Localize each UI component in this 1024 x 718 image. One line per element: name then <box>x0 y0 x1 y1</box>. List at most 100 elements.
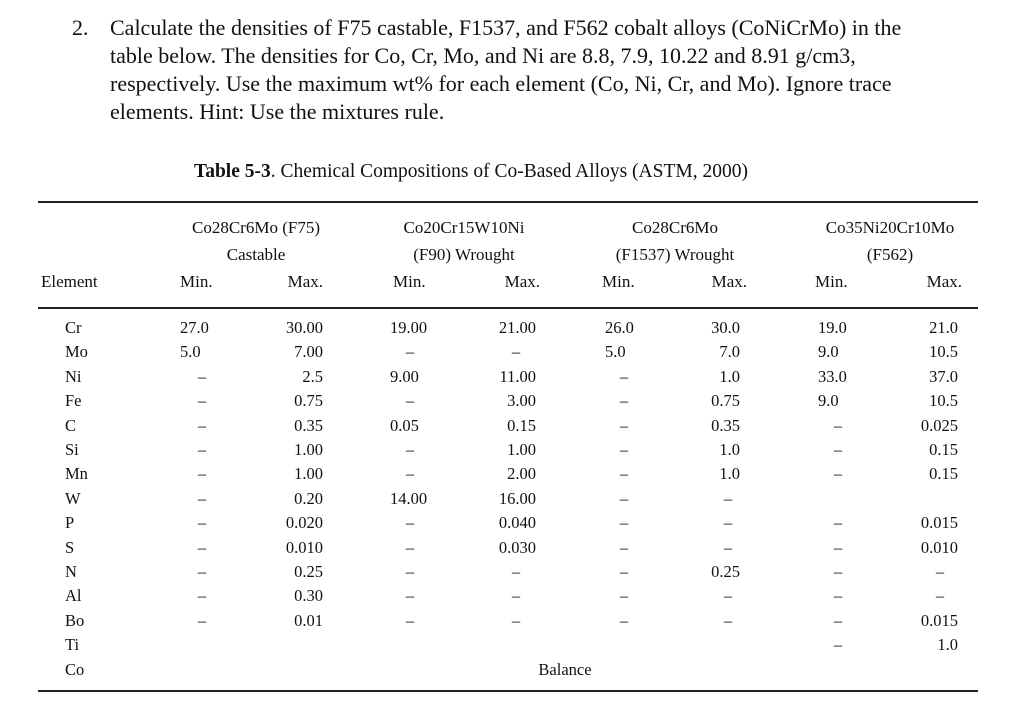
table-cell: – <box>619 440 629 459</box>
table-cell: – <box>833 537 843 557</box>
alloy-group-header: Co20Cr15W10Ni <box>403 218 525 237</box>
table-cell: 27.0 <box>180 318 209 337</box>
table-cell: – <box>197 440 207 459</box>
table-cell: – <box>405 440 415 459</box>
table-cell: – <box>405 464 415 484</box>
table-cell: 0.20 <box>294 488 323 508</box>
table-cell: 30.00 <box>285 318 323 337</box>
table-cell: 16.00 <box>498 488 536 508</box>
table-cell: 3.00 <box>507 391 536 411</box>
table-cell: – <box>833 562 843 581</box>
table-cell: 10.5 <box>929 391 958 411</box>
table-cell: – <box>935 586 945 606</box>
table-cell: 0.35 <box>711 415 740 435</box>
table-cell: 1.00 <box>294 464 323 484</box>
table-cell: 26.0 <box>605 318 634 337</box>
table-cell: 33.0 <box>818 366 847 386</box>
table-cell: 0.25 <box>711 562 740 581</box>
table-cell: – <box>619 562 629 581</box>
table-cell: 5.0 <box>605 342 626 362</box>
table-cell: – <box>197 586 207 606</box>
table-cell: 1.0 <box>937 635 958 655</box>
table-cell: 0.030 <box>498 537 536 557</box>
table-cell: – <box>833 635 843 655</box>
table-cell: – <box>619 391 629 411</box>
table-cell: – <box>619 488 629 508</box>
table-cell: 1.0 <box>719 440 740 459</box>
table-cell: – <box>723 610 733 630</box>
alloy-group-subheader: (F90) Wrought <box>413 245 515 264</box>
table-cell: 0.015 <box>920 610 958 630</box>
alloy-group-subheader: (F562) <box>866 245 914 264</box>
table-cell: 0.25 <box>294 562 323 581</box>
table-cell: – <box>511 610 521 630</box>
table-cell: 14.00 <box>390 488 428 508</box>
table-cell: 2.00 <box>507 464 536 484</box>
alloy-group-subheader: Castable <box>226 245 286 264</box>
table-cell: – <box>405 610 415 630</box>
table-cell: – <box>833 415 843 435</box>
table-caption-text: . Chemical Compositions of Co-Based Allo… <box>270 161 748 182</box>
table-cell: 9.00 <box>390 366 419 386</box>
table-cell: – <box>935 562 945 581</box>
table-cell: – <box>833 610 843 630</box>
table-cell: – <box>405 586 415 606</box>
table-cell: – <box>619 586 629 606</box>
min-column-header: Min. <box>180 272 213 291</box>
table-cell: 1.0 <box>719 464 740 484</box>
table-cell: – <box>511 562 521 581</box>
element-label: S <box>65 537 75 557</box>
table-cell: 0.010 <box>920 537 958 557</box>
element-label: W <box>65 488 81 508</box>
question: 2. Calculate the densities of F75 castab… <box>72 14 1002 126</box>
table-cell: 0.05 <box>390 415 419 435</box>
question-line: Calculate the densities of F75 castable,… <box>110 15 902 40</box>
table-cell: – <box>723 488 733 508</box>
table-cell: – <box>197 610 207 630</box>
table-cell: – <box>619 537 629 557</box>
table-cell: 0.01 <box>294 610 323 630</box>
table-cell: – <box>405 342 415 362</box>
table-cell: – <box>619 610 629 630</box>
question-line: elements. Hint: Use the mixtures rule. <box>110 99 445 124</box>
table-cell: 7.00 <box>294 342 323 362</box>
table-cell: – <box>197 391 207 411</box>
table-cell: 9.0 <box>818 391 839 411</box>
table-cell: – <box>723 537 733 557</box>
table-cell: – <box>405 391 415 411</box>
table-cell: 0.15 <box>929 464 958 484</box>
table-cell: 1.0 <box>719 366 740 386</box>
table-cell: – <box>833 440 843 459</box>
table-cell: 0.040 <box>498 513 536 533</box>
table-header-rule <box>38 307 978 309</box>
table-cell: 1.00 <box>507 440 536 459</box>
question-text: Calculate the densities of F75 castable,… <box>110 14 1002 126</box>
element-column-header: Element <box>41 272 98 291</box>
max-column-header: Max. <box>711 272 747 291</box>
element-label: Si <box>65 440 79 459</box>
table-cell: 30.0 <box>711 318 740 337</box>
table-cell: – <box>197 415 207 435</box>
element-label: Al <box>65 586 82 606</box>
alloy-group-header: Co35Ni20Cr10Mo <box>825 218 955 237</box>
element-label: Ti <box>65 635 80 655</box>
question-line: respectively. Use the maximum wt% for ea… <box>110 71 892 96</box>
element-label: Cr <box>65 318 82 337</box>
question-line: table below. The densities for Co, Cr, M… <box>110 43 856 68</box>
alloy-group-header: Co28Cr6Mo (F75) <box>192 218 320 237</box>
alloy-group-header: Co28Cr6Mo <box>632 218 718 237</box>
element-label: Ni <box>65 366 82 386</box>
table-cell: 19.00 <box>390 318 428 337</box>
table-cell: – <box>833 586 843 606</box>
table-cell: – <box>511 342 521 362</box>
table-cell: 21.0 <box>929 318 958 337</box>
table-cell: – <box>197 537 207 557</box>
table-bottom-rule <box>38 690 978 692</box>
table-cell: – <box>619 464 629 484</box>
table-cell: 11.00 <box>499 366 536 386</box>
table-cell: – <box>405 562 415 581</box>
element-label: Fe <box>65 391 82 411</box>
table-top-rule <box>38 201 978 203</box>
table-cell: 19.0 <box>818 318 847 337</box>
max-column-header: Max. <box>504 272 540 291</box>
